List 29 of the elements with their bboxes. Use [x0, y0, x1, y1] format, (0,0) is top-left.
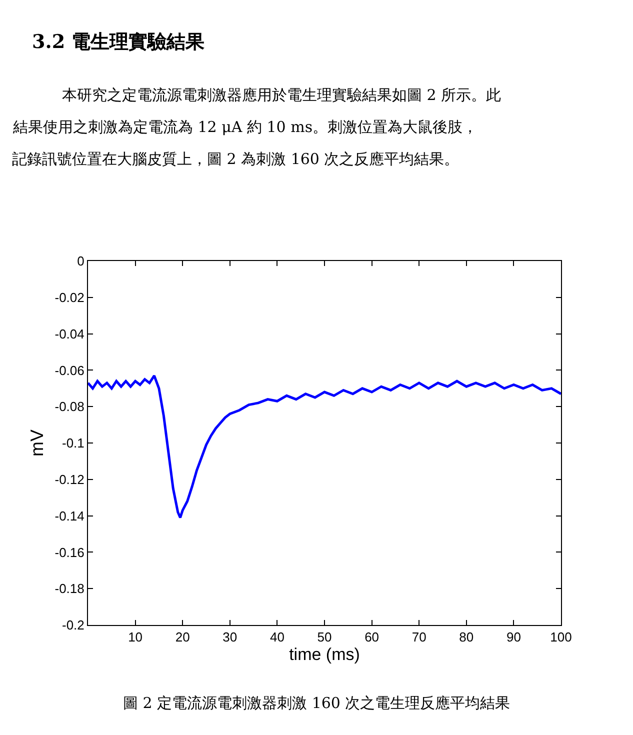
line-series [88, 374, 561, 519]
y-tick-label: -0.08 [54, 399, 84, 414]
y-tick-label: 0 [77, 254, 84, 269]
chart-title: 3.2 電生理實驗結果 [32, 31, 206, 53]
text: 記錄訊號位置在大腦皮質上，圖 2 為刺激 160 次之反應平均結果。 [12, 150, 460, 168]
y-tick-label: -0.18 [54, 581, 84, 596]
x-tick-label: 100 [550, 630, 572, 645]
y-tick-label: -0.2 [62, 618, 84, 633]
x-tick-label: 60 [364, 630, 380, 645]
caption: 圖 2 定電流源電刺激器刺激 160 次之電生理反應平均結果 [123, 694, 510, 712]
x-tick-label: 70 [412, 630, 426, 645]
y-tick-label: -0.06 [54, 362, 84, 378]
y-tick-label: -0.12 [54, 472, 84, 487]
x-tick-label: 50 [317, 630, 332, 645]
x-axis-title: time (ms) [289, 645, 360, 664]
x-tick-label: 10 [128, 630, 143, 645]
y-tick-label: -0.02 [54, 290, 84, 305]
text: 本研究之定電流源電刺激器應用於電生理實驗結果如圖 2 所示。此 [62, 86, 502, 104]
x-tick-label: 40 [270, 630, 284, 645]
y-tick-label: -0.1 [62, 436, 84, 451]
x-tick-label: 80 [459, 630, 474, 645]
x-tick-label: 20 [175, 630, 190, 645]
x-tick-label: 30 [222, 630, 238, 645]
y-tick-label: -0.04 [54, 326, 84, 342]
text: 結果使用之刺激為定電流為 12 μA 約 10 ms。刺激位置為大鼠後肢， [12, 118, 478, 136]
x-tick-label: 90 [506, 630, 521, 645]
y-tick-label: -0.16 [54, 544, 84, 560]
y-tick-label: -0.14 [54, 508, 84, 524]
y-axis-title: mV [26, 430, 47, 456]
